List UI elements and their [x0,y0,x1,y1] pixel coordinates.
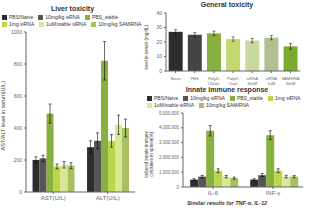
html-text:1mg siRNA: 1mg siRNA [9,21,35,27]
html-text:PBS_stable: PBS_stable [236,95,264,101]
html-text:Induced innate immune cytokine: Induced innate immune cytokines in splee… [144,130,154,178]
svg-text:1,000,000: 1,000,000 [159,170,180,175]
svg-text:4,000,000: 4,000,000 [159,125,180,130]
html-text:PBS_stable: PBS_stable [91,14,119,20]
svg-text:20: 20 [156,39,162,45]
svg-text:2,000,000: 2,000,000 [159,155,180,160]
svg-text:800: 800 [14,61,23,67]
svg-text:siRNA30nM: siRNA30nM [246,76,258,85]
svg-text:200: 200 [14,157,23,163]
svg-text:Naive: Naive [170,76,181,81]
html-text:1uM/stable siRNA: 1uM/stable siRNA [154,102,194,108]
html-text:PBS/Naive: PBS/Naive [9,14,34,20]
html-text:level in serum (mg/dL): level in serum (mg/dL) [144,24,149,70]
html-text:10mg/kg siRNA: 10mg/kg siRNA [190,95,225,101]
svg-text:10: 10 [156,53,162,59]
svg-text:0: 0 [159,68,162,74]
svg-text:PolyIC(1ug): PolyIC(1ug) [227,76,239,85]
svg-text:3,000,000: 3,000,000 [159,140,180,145]
svg-text:0: 0 [176,185,179,190]
svg-text:600: 600 [14,93,23,99]
html-text:AST/ALT level in serum(U/L): AST/ALT level in serum(U/L) [0,81,6,151]
html-text:PBS/Naive: PBS/Naive [154,95,179,101]
svg-text:PBS: PBS [191,76,199,81]
svg-text:0: 0 [19,189,22,195]
html-text:1mg siRNA: 1mg siRNA [275,95,301,101]
html-text:10mg/kg siRNA: 10mg/kg siRNA [45,14,80,20]
svg-text:400: 400 [14,125,23,131]
html-text:10mg/kg SAMiRNA: 10mg/kg SAMiRNA [98,21,142,27]
html-text:Similar results for TNF-α, IL-: Similar results for TNF-α, IL-12 [186,200,268,206]
svg-text:siRNA1uM: siRNA1uM [266,76,278,85]
svg-text:ALT(U/L): ALT(U/L) [96,195,120,201]
svg-text:40: 40 [156,10,162,16]
svg-text:AST(U/L): AST(U/L) [41,195,66,201]
svg-text:1000: 1000 [11,29,22,35]
svg-text:INF-γ: INF-γ [266,190,281,196]
html-text:10mg/kg SAMiRNA: 10mg/kg SAMiRNA [206,102,250,108]
html-text:General toxicity: General toxicity [200,1,254,8]
html-text:Liver toxicity: Liver toxicity [50,5,95,12]
svg-text:30: 30 [156,24,162,30]
svg-text:SAMiRNA30nM: SAMiRNA30nM [281,76,299,85]
svg-text:IL-6: IL-6 [208,190,219,196]
svg-text:PolyIC(20ug): PolyIC(20ug) [208,76,220,85]
html-text:1uM/stable siRNA: 1uM/stable siRNA [46,21,87,27]
html-text:Innate immune response: Innate immune response [185,86,269,93]
svg-text:5,000,000: 5,000,000 [159,111,180,116]
